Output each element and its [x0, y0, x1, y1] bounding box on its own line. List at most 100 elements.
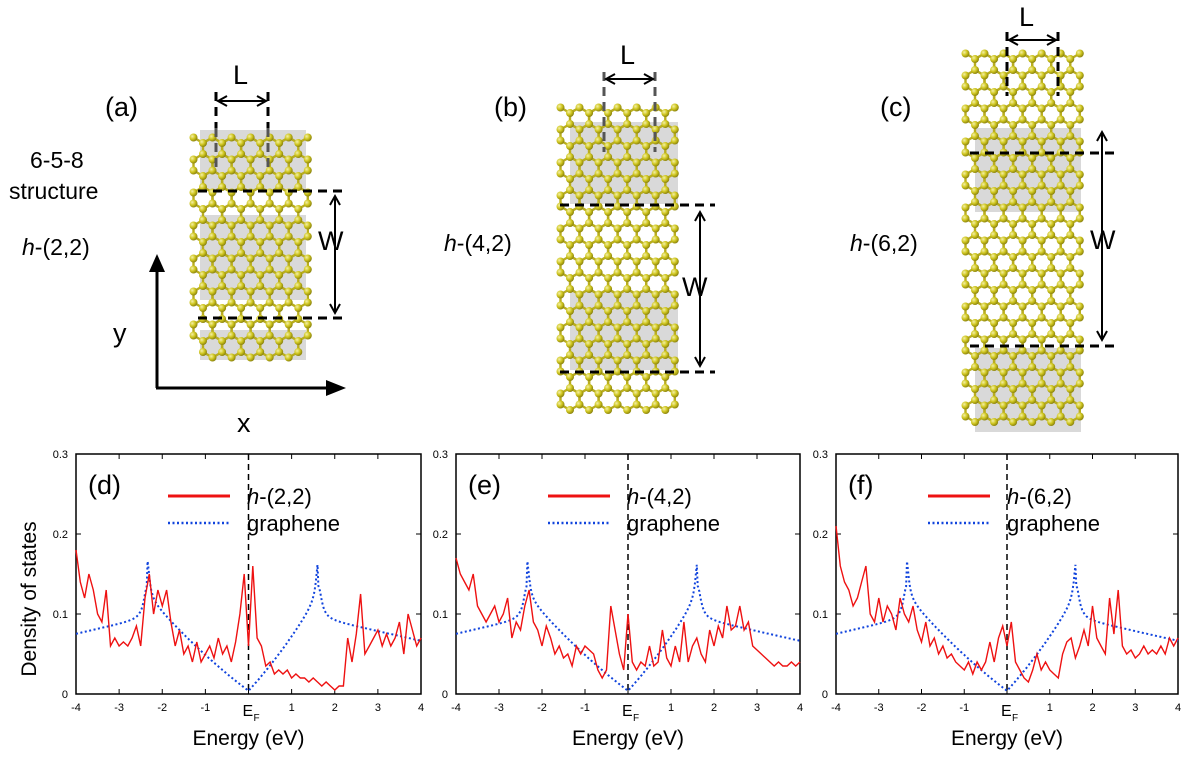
atom: [1075, 137, 1084, 146]
atom: [189, 221, 198, 230]
atom: [199, 150, 207, 158]
atom: [632, 103, 641, 112]
atom: [1056, 401, 1065, 410]
atom: [265, 232, 274, 241]
atom: [623, 406, 632, 414]
atom: [1037, 379, 1046, 388]
atom: [566, 208, 574, 216]
atom: [199, 139, 207, 147]
atom: [999, 137, 1008, 146]
atom: [256, 348, 265, 356]
atom: [594, 268, 603, 277]
atom: [1066, 330, 1075, 338]
x-tick-label: 4: [1175, 702, 1181, 714]
atom: [971, 319, 979, 327]
atom: [237, 348, 246, 356]
atom: [642, 373, 651, 381]
atom: [1066, 220, 1075, 228]
atom: [1009, 418, 1018, 426]
atom: [604, 252, 613, 260]
atom: [303, 155, 312, 164]
atom: [556, 268, 565, 277]
atom: [651, 257, 660, 266]
atom: [265, 265, 274, 274]
atom: [227, 166, 236, 175]
arrow-head-down: [1096, 330, 1108, 343]
atom: [971, 330, 979, 338]
atom: [218, 139, 227, 147]
atom: [556, 257, 565, 266]
atom: [961, 313, 970, 322]
atom: [556, 125, 565, 134]
atom: [1066, 198, 1075, 206]
atom: [227, 199, 236, 208]
atom: [265, 188, 274, 197]
arrow-head-up: [329, 193, 341, 206]
atom: [575, 323, 584, 332]
atom: [1056, 203, 1065, 212]
atom: [670, 235, 679, 244]
atom: [575, 224, 584, 233]
atom: [585, 252, 594, 260]
x-tick-label: -1: [200, 702, 210, 714]
atom: [227, 232, 236, 241]
atom: [1009, 363, 1018, 371]
atom: [218, 337, 227, 345]
atom: [237, 282, 246, 290]
atom: [246, 331, 255, 340]
atom: [961, 170, 970, 179]
atom: [275, 216, 284, 224]
arrow-head-down: [694, 356, 706, 369]
atom: [218, 216, 227, 224]
atoms: [556, 103, 679, 414]
atom: [651, 158, 660, 167]
atom: [642, 120, 651, 128]
atom: [990, 286, 999, 294]
atom: [971, 132, 979, 140]
atom: [1028, 297, 1037, 305]
atom: [632, 334, 641, 343]
atom: [1056, 313, 1065, 322]
legend-red-label-italic: h: [1007, 484, 1019, 509]
legend-red-label-rest: -(4,2): [639, 484, 692, 509]
atom: [980, 346, 989, 355]
atom: [303, 133, 312, 142]
atom: [594, 125, 603, 134]
structure-c-name: h-(6,2): [850, 230, 918, 256]
atom: [1009, 319, 1018, 327]
atom: [990, 154, 999, 162]
atom: [218, 304, 227, 312]
atom: [1066, 352, 1075, 360]
atom: [999, 412, 1008, 421]
atom: [623, 373, 632, 381]
length-label-a: L: [233, 60, 249, 90]
x-tick-label: -2: [917, 702, 927, 714]
atom: [1075, 313, 1084, 322]
atom: [594, 257, 603, 266]
atom: [303, 287, 312, 296]
atom: [1066, 121, 1075, 129]
x-tick-label: 1: [289, 702, 295, 714]
atom: [199, 216, 207, 224]
atom: [1056, 104, 1065, 113]
atom: [256, 216, 265, 224]
atom: [199, 172, 207, 180]
atom: [1075, 401, 1084, 410]
atom: [623, 142, 632, 150]
atom: [575, 290, 584, 299]
atom: [303, 199, 312, 208]
atom: [1075, 302, 1084, 311]
atom: [1028, 55, 1037, 63]
atom: [613, 356, 622, 365]
atom: [661, 285, 670, 293]
atom: [1028, 418, 1037, 426]
atom: [189, 232, 198, 241]
atom: [642, 384, 651, 392]
y-axis-label: y: [113, 318, 127, 348]
graphene-lattice: [556, 103, 679, 414]
atom: [632, 290, 641, 299]
atom: [237, 238, 246, 246]
atom: [661, 175, 670, 183]
atom: [284, 199, 293, 208]
atom: [575, 389, 584, 398]
